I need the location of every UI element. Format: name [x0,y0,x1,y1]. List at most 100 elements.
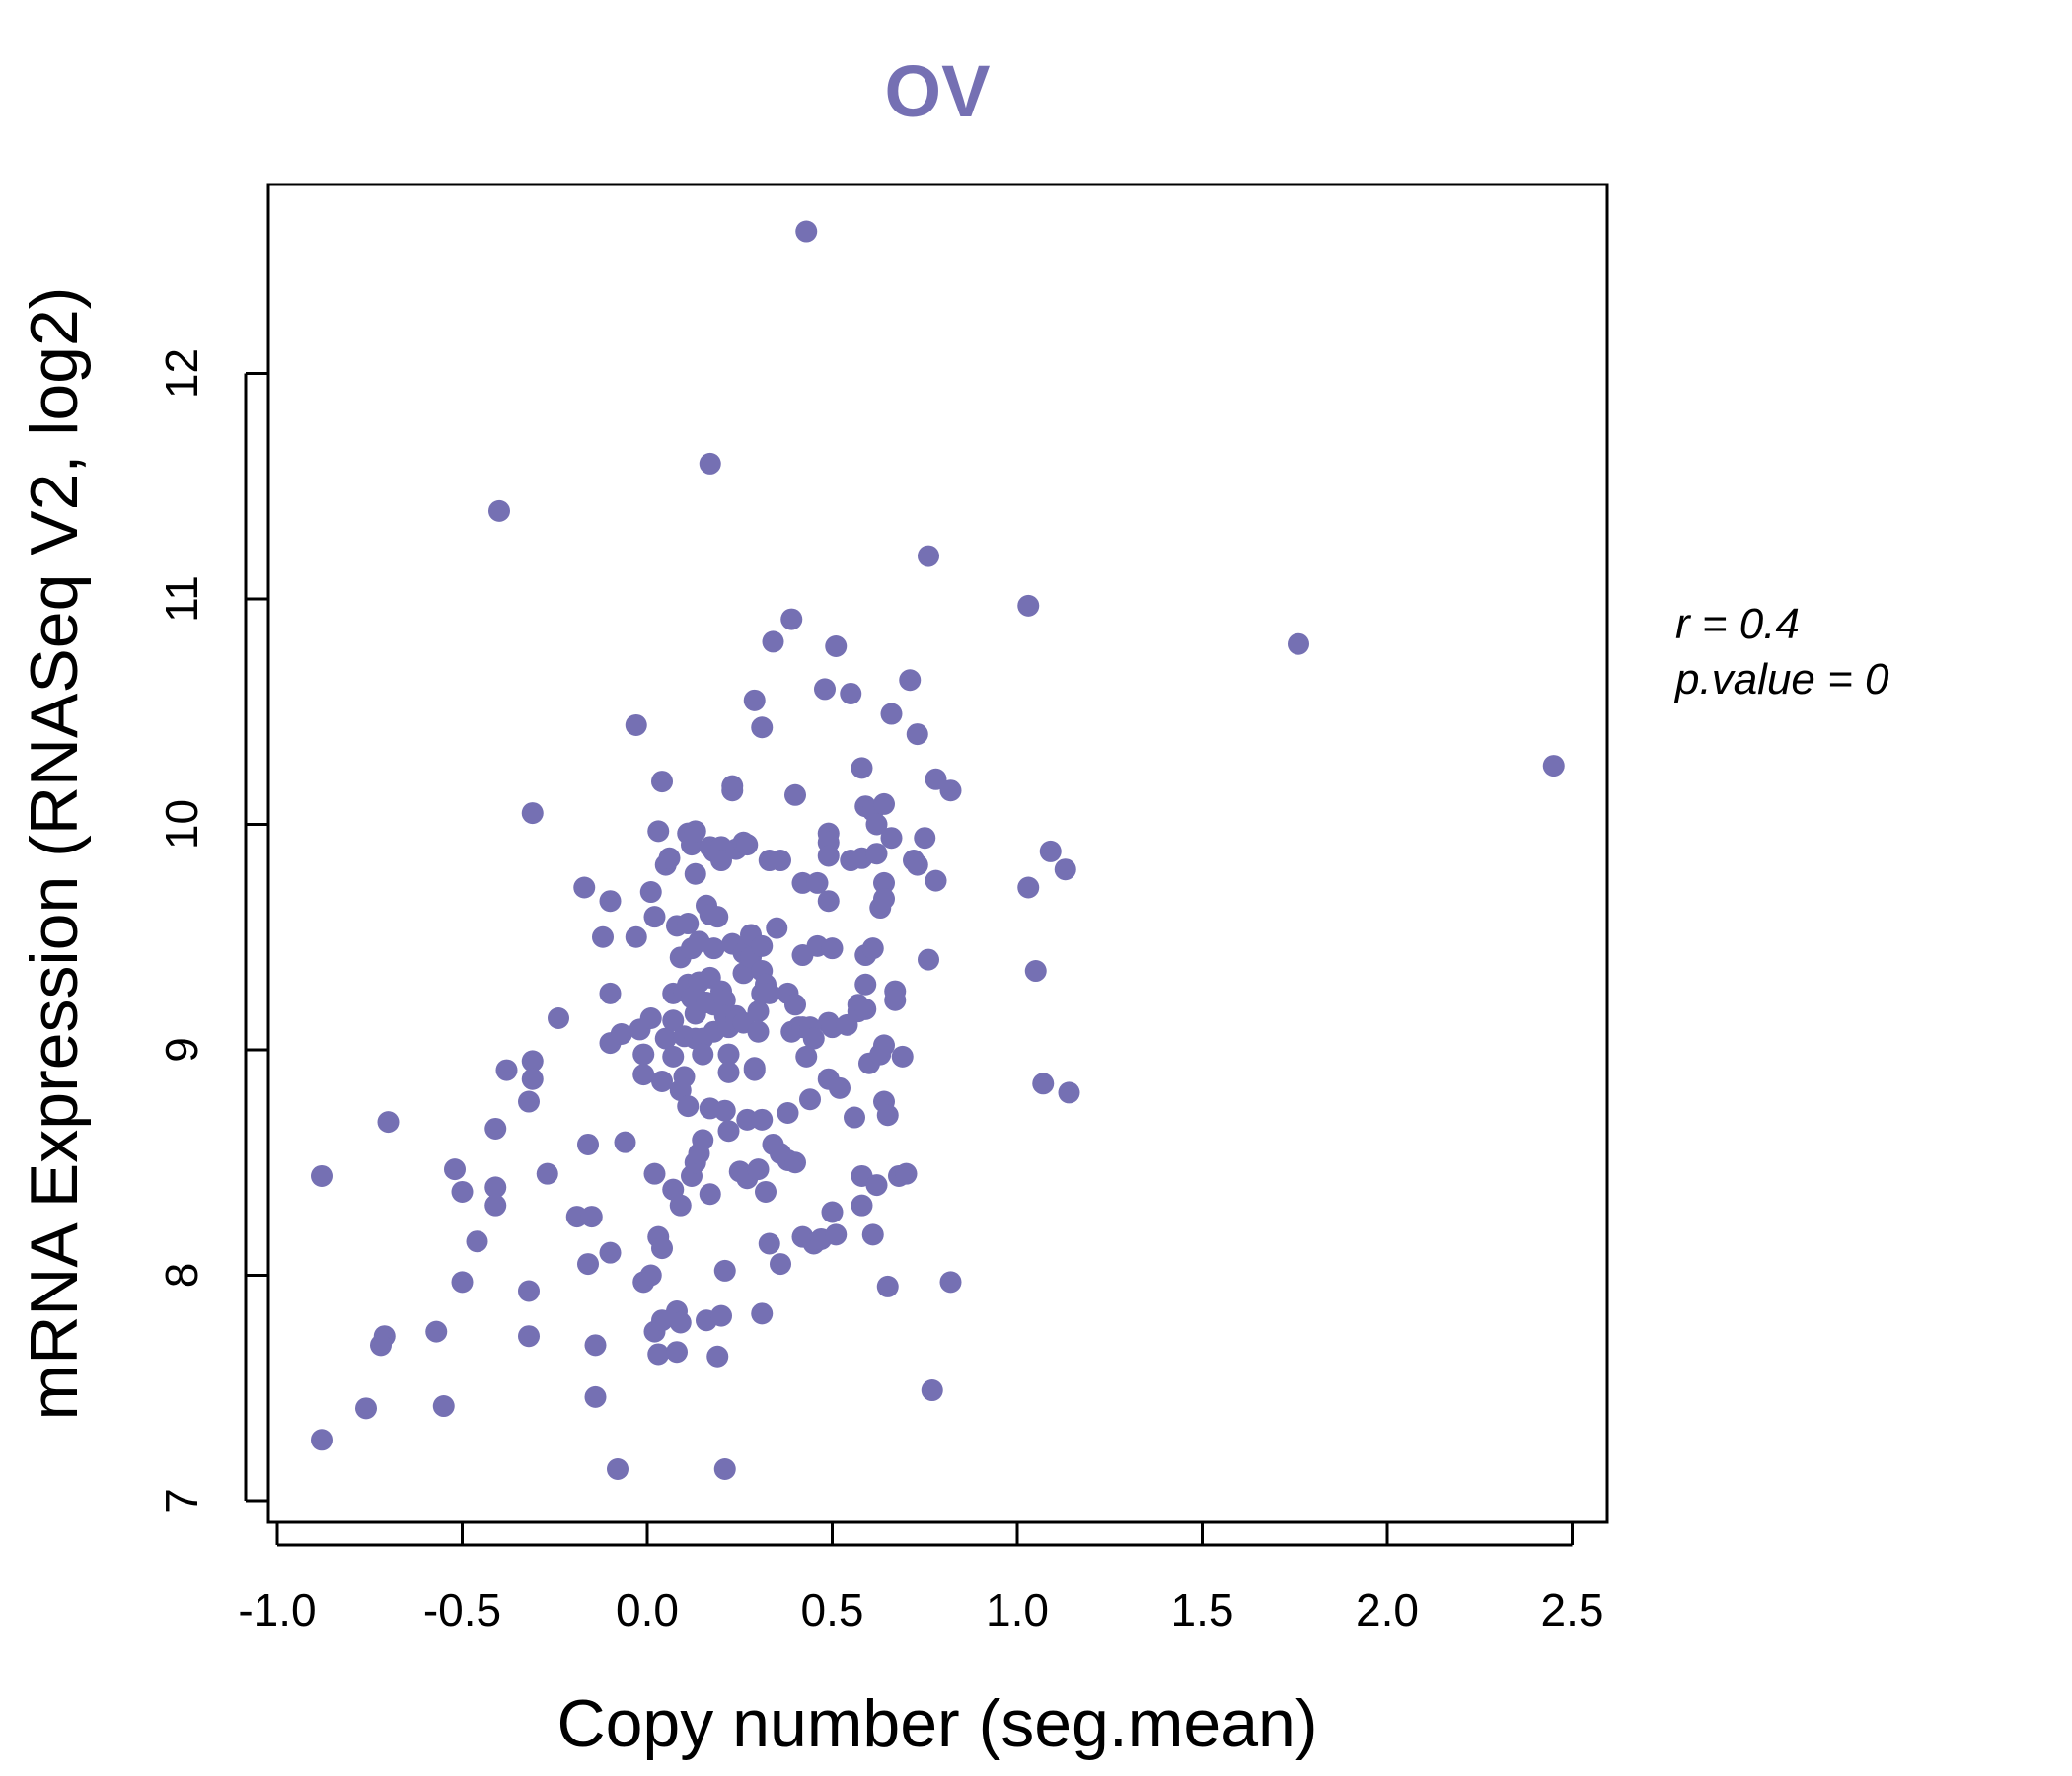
data-point [632,1064,655,1086]
data-point [599,982,622,1004]
data-point [584,1385,607,1408]
data-point [802,1027,825,1050]
y-axis-label: mRNA Expression (RNASeq V2, log2) [17,287,92,1421]
data-point [747,1158,770,1181]
data-point [639,1264,662,1287]
data-point [821,937,844,960]
x-axis: -1.0 -0.5 0.0 0.5 1.0 1.5 2.0 2.5 [238,1522,1603,1636]
data-point [854,973,877,996]
data-point [873,871,895,894]
data-point [770,1253,791,1276]
data-point [914,827,936,850]
data-point [495,1059,518,1081]
data-point [873,1034,895,1057]
x-tick-label: 0.5 [801,1585,864,1636]
data-point [311,1429,333,1451]
data-point [610,1023,632,1046]
x-tick-label: 2.5 [1541,1585,1604,1636]
data-point [1017,594,1040,617]
data-point [577,1253,599,1276]
data-point [861,937,884,960]
data-point [895,1162,918,1185]
data-point [1039,840,1062,862]
data-point [677,1095,700,1118]
data-point [1032,1073,1055,1095]
y-tick-label: 7 [156,1488,207,1514]
data-point [755,1180,777,1203]
data-point [518,1280,540,1302]
data-point [584,1334,607,1357]
data-point [599,890,622,913]
data-point [592,925,614,948]
data-point [692,1129,714,1151]
data-point [651,1237,673,1260]
x-tick-label: 1.0 [986,1585,1049,1636]
data-point [451,1180,474,1203]
chart-title: OV [885,50,991,132]
data-point [643,906,666,928]
data-point [780,608,803,630]
x-tick-label: 2.0 [1356,1585,1419,1636]
data-point [721,779,744,802]
data-point [736,834,759,856]
data-point [751,934,774,957]
data-point [466,1230,488,1253]
data-point [639,881,662,904]
data-point [639,1007,662,1030]
data-point [669,1311,692,1334]
data-point [840,682,862,704]
data-point [647,1343,670,1366]
data-point [766,917,788,939]
data-point [743,1059,766,1081]
data-point [762,630,784,653]
data-point [825,634,848,657]
data-point [625,925,647,948]
data-point [484,1117,507,1140]
data-point [784,994,806,1016]
data-point [311,1164,333,1187]
y-tick-label: 11 [156,575,207,623]
data-point [806,871,829,894]
data-point [625,713,647,736]
y-tick-label: 12 [156,348,207,399]
data-point [899,669,922,692]
data-point [377,1111,400,1134]
data-points [311,220,1565,1481]
data-point [861,1223,884,1246]
data-point [632,1043,655,1066]
x-tick-label: 0.0 [616,1585,679,1636]
correlation-annotation: r = 0.4 [1675,600,1800,648]
data-point [607,1458,629,1481]
data-point [669,1194,692,1217]
data-point [444,1158,466,1181]
data-point [614,1131,636,1153]
data-point [666,1341,688,1364]
x-tick-label: -0.5 [423,1585,501,1636]
y-tick-label: 8 [156,1263,207,1289]
data-point [573,876,596,899]
data-point [536,1162,558,1185]
data-point [647,820,670,843]
data-point [751,1108,774,1131]
data-point [706,906,729,928]
data-point [873,887,895,910]
data-point [829,1076,851,1099]
data-point [518,1090,540,1113]
data-point [851,757,873,779]
data-point [751,1302,774,1325]
data-point [451,1271,474,1294]
data-point [873,792,895,815]
data-point [548,1007,569,1030]
data-point [1542,755,1565,777]
data-point [654,1027,677,1050]
data-point [521,1068,544,1090]
data-point [1058,1081,1080,1104]
data-point [865,1174,888,1197]
data-point [1288,632,1309,655]
data-point [939,779,962,802]
y-tick-label: 9 [156,1037,207,1063]
data-point [699,452,721,475]
data-point [643,1162,666,1185]
data-point [658,847,681,869]
